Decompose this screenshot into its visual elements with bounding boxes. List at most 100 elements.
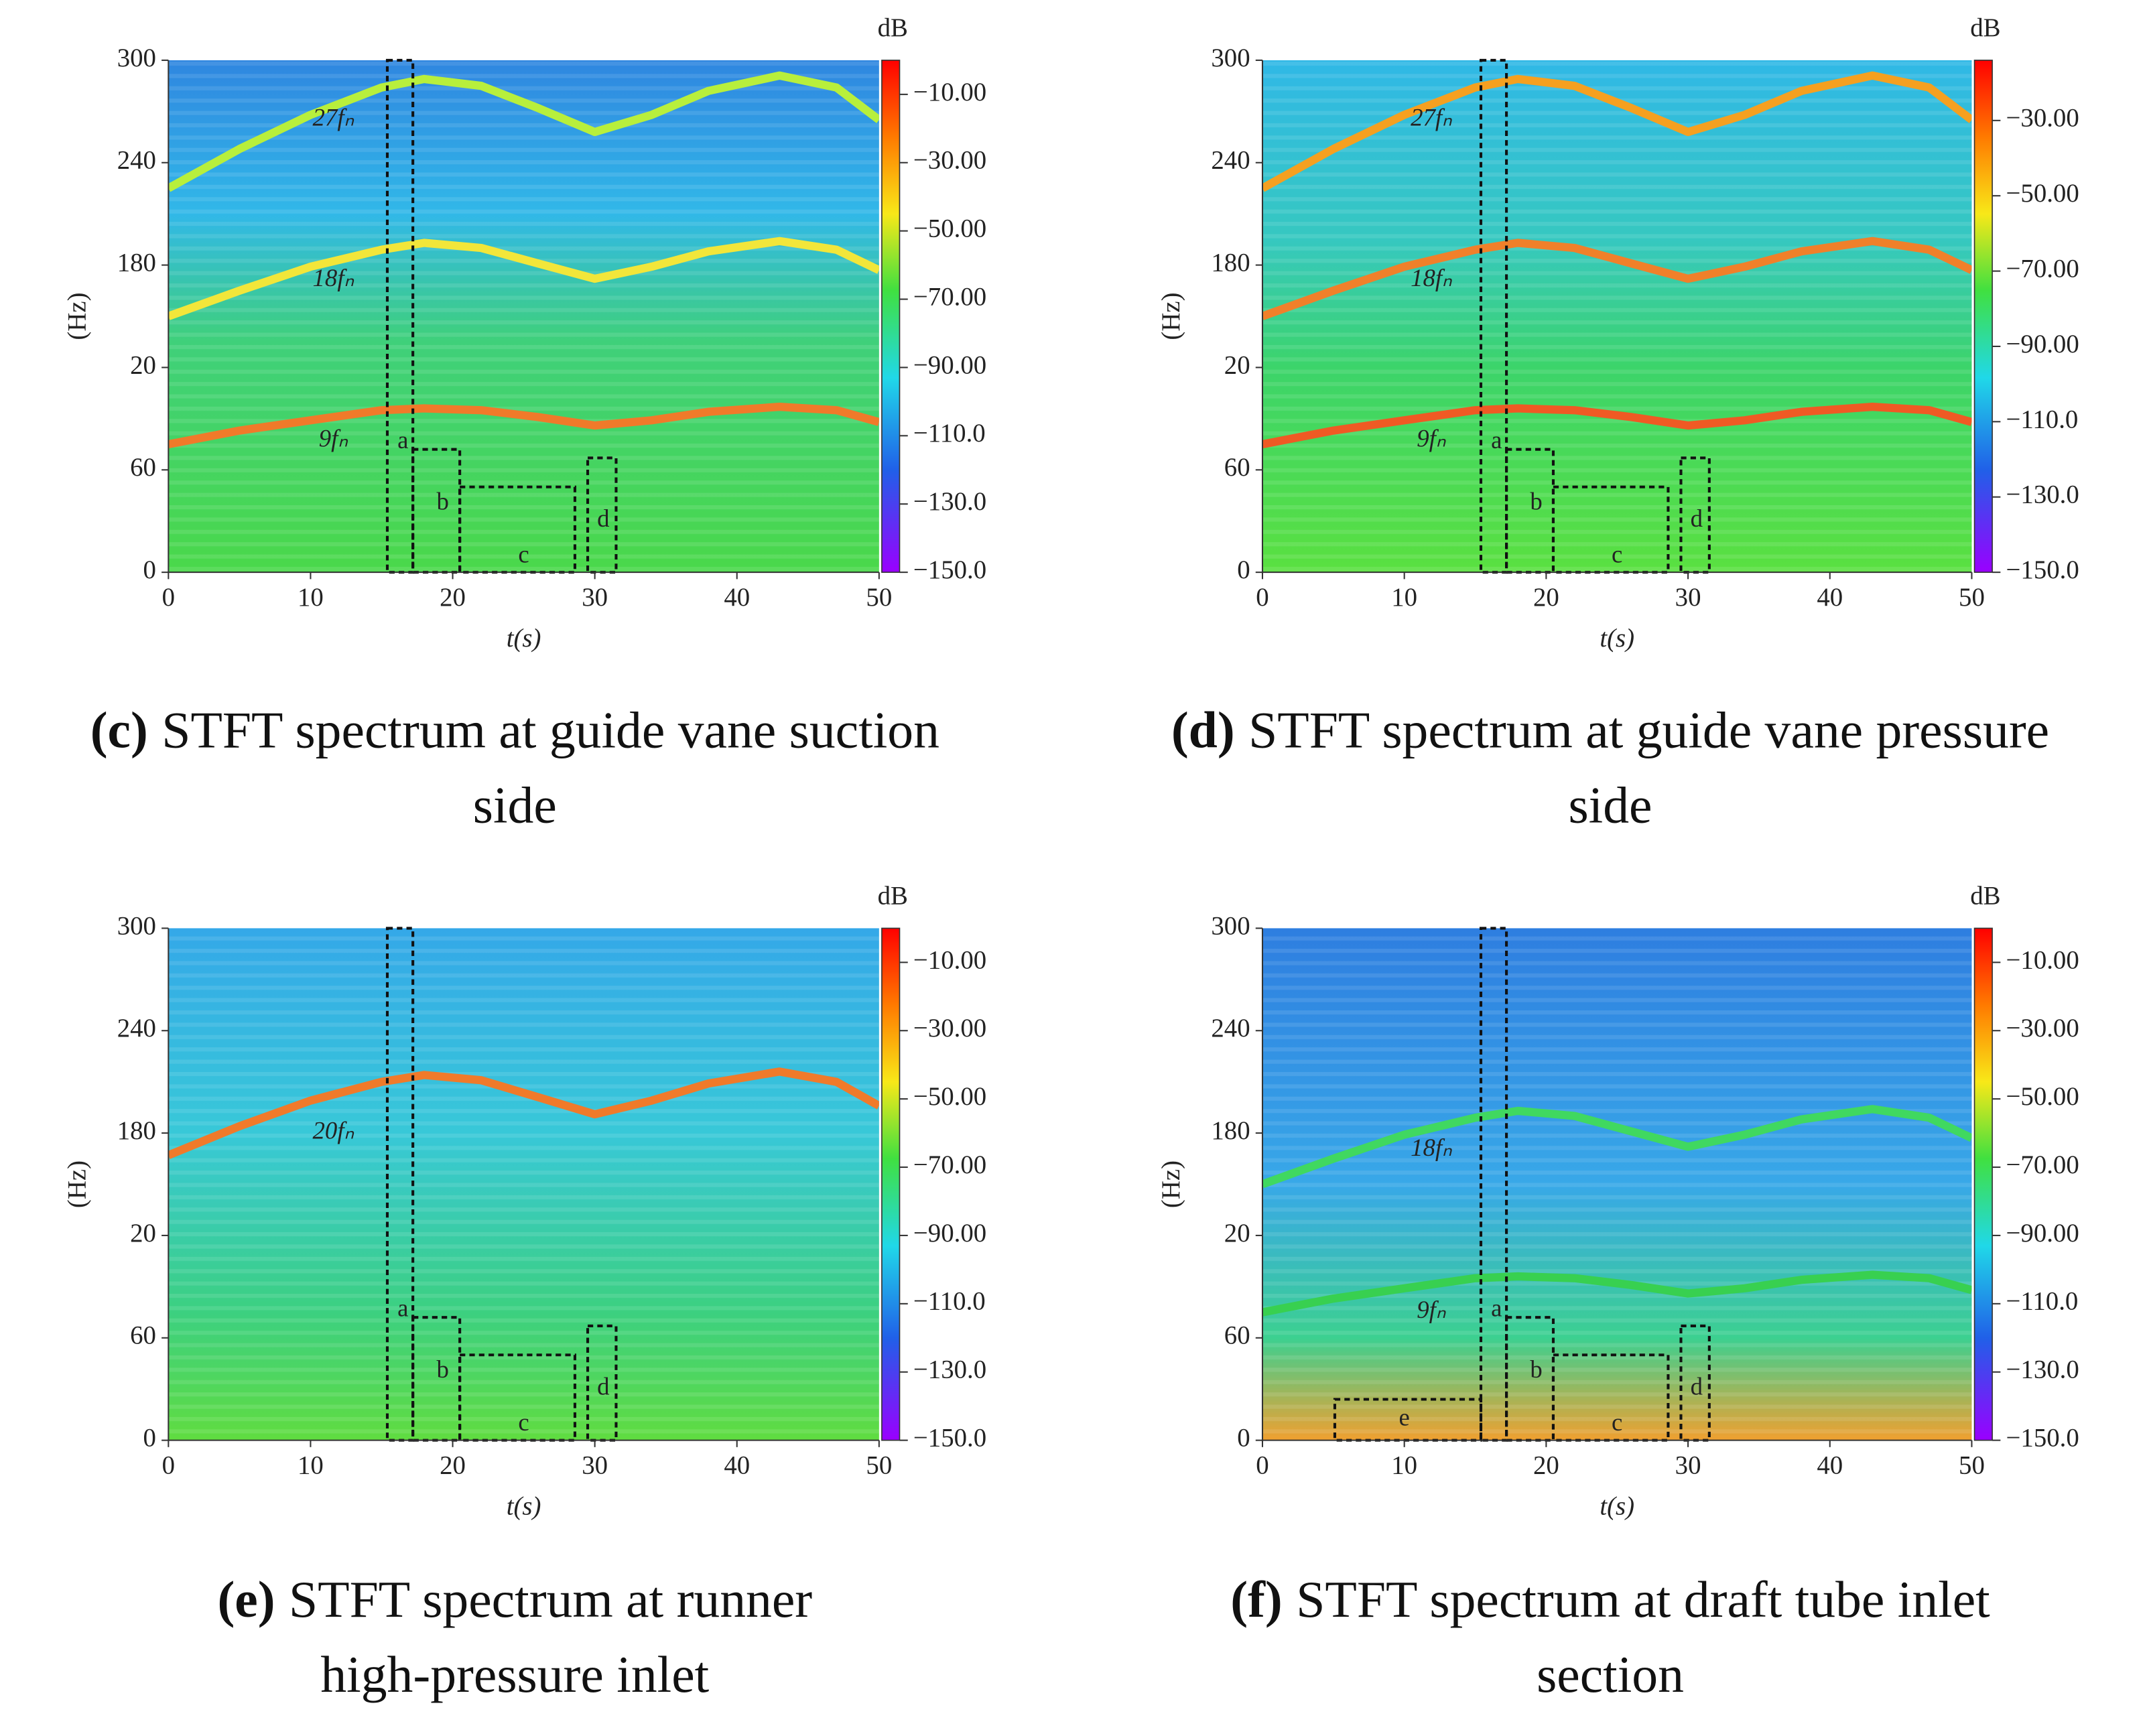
colorbar-tick-label: −30.00 <box>2006 1014 2079 1043</box>
region-box <box>458 1353 576 1442</box>
x-tick-label: 10 <box>1391 1451 1417 1479</box>
caption: high-pressure inlet <box>320 1646 709 1703</box>
x-axis-label: t(s) <box>507 624 541 653</box>
colorbar-tick-label: −130.0 <box>913 1355 986 1384</box>
colorbar-tick-label: −50.00 <box>913 1082 986 1111</box>
x-tick-label: 50 <box>866 583 892 612</box>
y-tick-label: 20 <box>130 350 156 379</box>
colorbar-tick-label: −70.00 <box>2006 254 2079 283</box>
colorbar-tick-label: −130.0 <box>913 487 986 516</box>
colorbar-tick-label: −90.00 <box>913 350 986 379</box>
region-label: b <box>1530 1355 1542 1383</box>
y-tick-label: 240 <box>1211 146 1250 175</box>
spectrum-texture <box>168 60 879 573</box>
caption: (e) STFT spectrum at runner <box>217 1571 812 1628</box>
y-tick-label: 60 <box>130 453 156 482</box>
x-tick-label: 50 <box>866 1451 892 1479</box>
colorbar <box>1973 927 1993 1441</box>
harmonic-label: 9fₙ <box>1417 1296 1446 1323</box>
colorbar-tick-label: −10.00 <box>913 945 986 974</box>
colorbar-tick-label: −10.00 <box>913 78 986 107</box>
panel: 18fₙ 9fₙ a b c d e 0 10 20 30 40 50 0 60 20 180 240 300 t(s… <box>1157 881 2079 1703</box>
x-tick-label: 20 <box>1533 1451 1559 1479</box>
y-tick-label: 300 <box>1211 44 1250 72</box>
x-tick-label: 40 <box>724 1451 750 1479</box>
x-axis-label: t(s) <box>1600 1492 1634 1521</box>
colorbar-tick-label: −150.0 <box>913 1424 986 1453</box>
x-axis-label: t(s) <box>1600 624 1634 653</box>
harmonic-label: 18fₙ <box>1411 264 1452 291</box>
colorbar <box>1973 60 1993 573</box>
x-tick-label: 40 <box>724 583 750 612</box>
x-tick-label: 0 <box>162 583 175 612</box>
y-tick-label: 0 <box>1237 555 1250 584</box>
colorbar-tick-label: −30.00 <box>913 1014 986 1043</box>
x-tick-label: 10 <box>298 1451 324 1479</box>
harmonic-line <box>1262 71 1972 192</box>
x-tick-label: 0 <box>1256 583 1268 612</box>
caption-tag: (d) <box>1171 701 1235 758</box>
colorbar-tick-label: −110.0 <box>2006 405 2079 433</box>
region-label: c <box>518 541 529 568</box>
x-tick-label: 40 <box>1817 1451 1843 1479</box>
region-label: b <box>436 1355 448 1383</box>
y-tick-label: 60 <box>130 1321 156 1350</box>
colorbar-title: dB <box>1970 13 2000 42</box>
y-axis-label: (Hz) <box>62 1160 91 1208</box>
colorbar-tick-label: −150.0 <box>2006 1424 2079 1453</box>
colorbar-title: dB <box>1970 881 2000 910</box>
harmonic-label: 18fₙ <box>1411 1134 1452 1161</box>
colorbar-tick-label: −50.00 <box>2006 179 2079 208</box>
y-tick-label: 20 <box>1224 350 1250 379</box>
caption-tag: (c) <box>90 701 148 758</box>
y-tick-label: 180 <box>117 249 156 277</box>
y-tick-label: 20 <box>130 1219 156 1248</box>
colorbar-tick-label: −90.00 <box>913 1219 986 1248</box>
x-tick-label: 30 <box>582 583 608 612</box>
y-tick-label: 240 <box>1211 1014 1250 1043</box>
colorbar <box>881 60 901 573</box>
region-label: d <box>597 1373 609 1400</box>
harmonic-line <box>168 1067 879 1159</box>
colorbar-tick-label: −30.00 <box>2006 104 2079 133</box>
harmonic-line <box>168 71 879 192</box>
y-axis-label: (Hz) <box>1157 292 1185 340</box>
x-tick-label: 50 <box>1959 1451 1985 1479</box>
colorbar-tick-label: −150.0 <box>913 555 986 584</box>
x-tick-label: 30 <box>582 1451 608 1479</box>
region-label: a <box>1491 1294 1502 1321</box>
y-axis-label: (Hz) <box>62 292 91 340</box>
harmonic-line <box>1262 1105 1972 1189</box>
colorbar <box>881 927 901 1441</box>
x-tick-label: 0 <box>1256 1451 1268 1479</box>
colorbar-tick-label: −10.00 <box>2006 945 2079 974</box>
caption: side <box>473 776 557 833</box>
x-tick-label: 10 <box>298 583 324 612</box>
y-tick-label: 0 <box>1237 1424 1250 1453</box>
colorbar-title: dB <box>878 881 908 910</box>
region-label: d <box>1691 505 1703 532</box>
region-label: d <box>597 505 609 532</box>
spectrum-texture <box>1262 60 1972 573</box>
colorbar-title: dB <box>878 13 908 42</box>
region-label: a <box>397 426 408 454</box>
x-tick-label: 10 <box>1391 583 1417 612</box>
region-label: c <box>1612 1408 1622 1436</box>
x-tick-label: 30 <box>1675 1451 1701 1479</box>
harmonic-label: 27fₙ <box>1411 104 1452 131</box>
colorbar-tick-label: −90.00 <box>2006 330 2079 358</box>
colorbar-tick-label: −110.0 <box>2006 1287 2079 1316</box>
caption-text: STFT spectrum at guide vane pressure <box>1248 701 2049 758</box>
panel: 27fₙ 18fₙ 9fₙ a b c d 0 10 20 30 40 50 0 60 20 180 240 300… <box>1157 13 2079 834</box>
y-tick-label: 60 <box>1224 453 1250 482</box>
colorbar-tick-label: −70.00 <box>2006 1150 2079 1179</box>
harmonic-label: 18fₙ <box>313 264 354 291</box>
panel: 27fₙ 18fₙ 9fₙ a b c d 0 10 20 30 40 50 0 60 20 180 240 300… <box>62 13 986 834</box>
x-tick-label: 30 <box>1675 583 1701 612</box>
harmonic-label: 20fₙ <box>313 1117 354 1144</box>
harmonic-line <box>1262 1270 1972 1317</box>
y-tick-label: 240 <box>117 1014 156 1043</box>
colorbar-tick-label: −130.0 <box>2006 480 2079 509</box>
x-axis-label: t(s) <box>507 1492 541 1521</box>
